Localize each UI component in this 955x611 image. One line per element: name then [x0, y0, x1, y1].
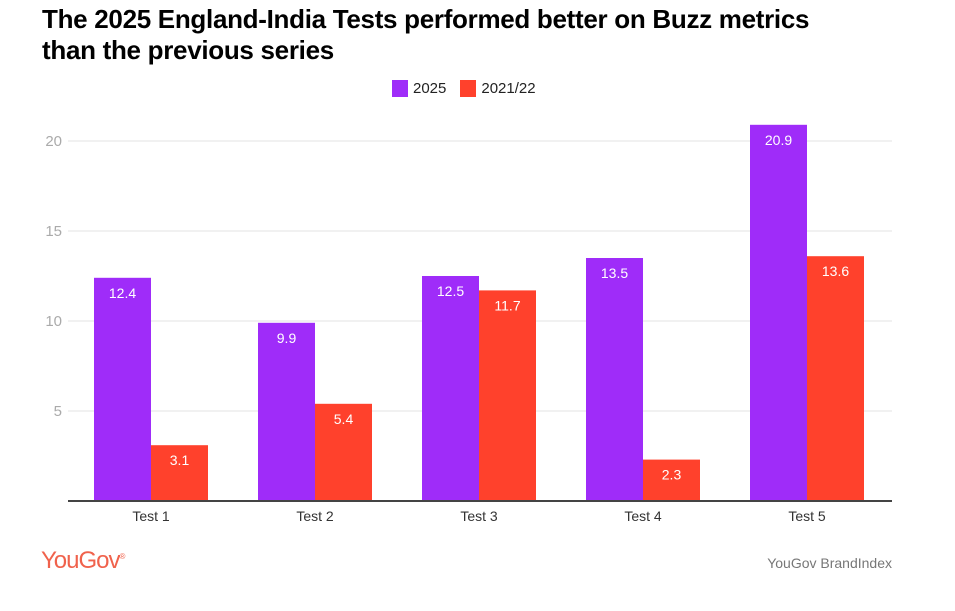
x-tick-label: Test 3 — [460, 508, 498, 524]
legend-label: 2025 — [413, 80, 447, 97]
x-tick-label: Test 2 — [296, 508, 334, 524]
data-label: 12.4 — [109, 285, 136, 301]
bar-2021-22-test-4 — [643, 459, 700, 501]
yougov-logo: YouGov® — [41, 547, 125, 574]
legend-item-2021-22: 2021/22 — [460, 80, 536, 97]
data-label: 11.7 — [494, 297, 520, 313]
legend-swatch — [460, 80, 477, 97]
source-note: YouGov BrandIndex — [767, 555, 892, 571]
data-label: 9.9 — [277, 330, 297, 346]
y-tick-label: 15 — [45, 223, 62, 240]
legend-item-2025: 2025 — [392, 80, 446, 97]
logo-text: YouGov — [41, 547, 121, 574]
bar-2021-22-test-3 — [479, 290, 536, 501]
data-label: 2.3 — [662, 467, 682, 483]
legend-swatch — [392, 80, 408, 97]
y-tick-label: 20 — [45, 133, 62, 150]
x-tick-label: Test 4 — [624, 508, 662, 524]
bar-2025-test-5 — [750, 124, 807, 502]
bar-2021-22-test-5 — [807, 256, 864, 501]
bar-2021-22-test-2 — [315, 403, 372, 501]
x-tick-label: Test 5 — [788, 508, 826, 524]
bar-2021-22-test-1 — [151, 445, 208, 501]
data-label: 13.5 — [601, 265, 628, 281]
bar-2025-test-3 — [422, 276, 479, 501]
data-label: 3.1 — [170, 452, 190, 468]
x-tick-label: Test 1 — [132, 508, 170, 524]
y-tick-label: 5 — [54, 403, 62, 420]
data-label: 13.6 — [822, 263, 849, 279]
data-label: 12.5 — [437, 283, 464, 299]
bar-2025-test-2 — [258, 322, 315, 501]
legend-label: 2021/22 — [481, 80, 536, 97]
data-label: 20.9 — [765, 132, 792, 148]
data-label: 5.4 — [334, 411, 354, 427]
bar-2025-test-4 — [586, 258, 643, 501]
legend: 2025 2021/22 — [392, 80, 536, 97]
chart-title: The 2025 England-India Tests performed b… — [42, 4, 810, 65]
bar-2025-test-1 — [94, 277, 151, 501]
y-tick-label: 10 — [45, 313, 62, 330]
